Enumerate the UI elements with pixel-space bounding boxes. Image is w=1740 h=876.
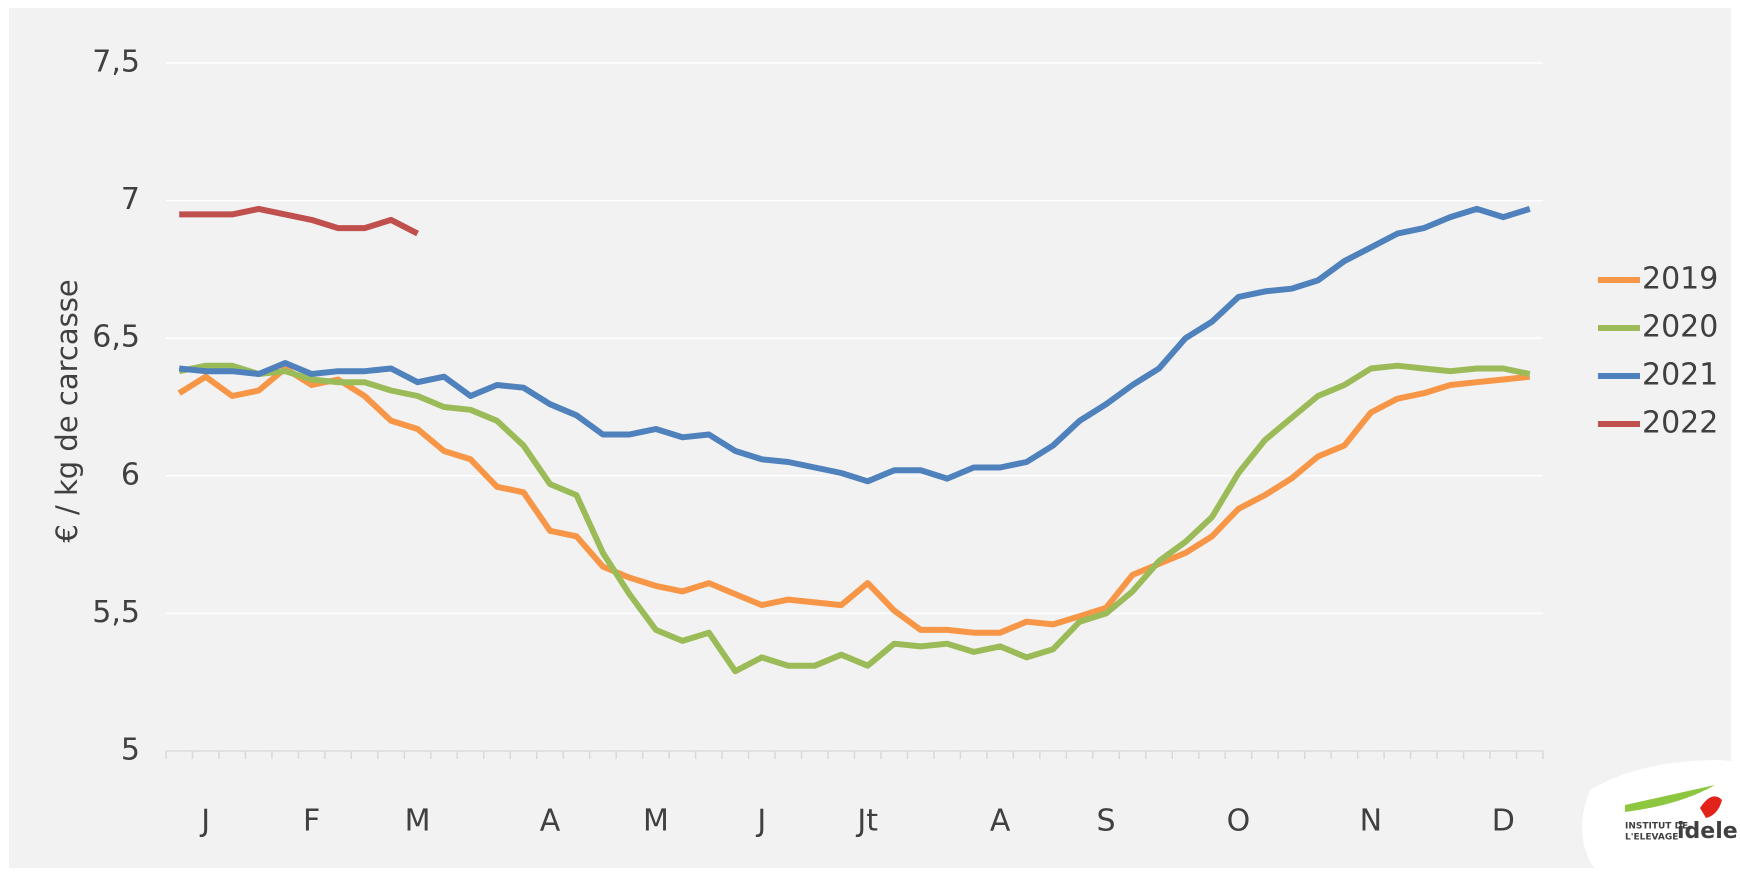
- logo-mark: [1700, 796, 1722, 818]
- logo-name: idele: [1677, 819, 1738, 844]
- x-tick-label: A: [540, 804, 561, 839]
- x-tick-label: M: [405, 804, 431, 839]
- x-tick-label: A: [990, 804, 1011, 839]
- x-tick-label: S: [1097, 804, 1116, 839]
- x-tick-label: J: [755, 804, 766, 839]
- legend-label: 2022: [1642, 406, 1718, 441]
- y-tick-label: 5,5: [92, 595, 140, 630]
- logo-text: L'ELEVAGE: [1625, 833, 1678, 843]
- x-tick-label: M: [643, 804, 669, 839]
- x-tick-label: J: [199, 804, 210, 839]
- logo-swoosh: [1625, 785, 1715, 812]
- y-tick-label: 7,5: [92, 45, 140, 80]
- y-tick-label: 5: [121, 733, 140, 768]
- line-series: [178, 362, 1531, 675]
- legend-label: 2020: [1642, 310, 1718, 345]
- x-tick-label: O: [1227, 804, 1251, 839]
- y-tick-label: 7: [121, 182, 140, 217]
- x-tick-label: F: [303, 804, 320, 839]
- line-series: [178, 205, 1531, 485]
- y-axis-label: € / kg de carcasse: [50, 279, 84, 542]
- chart-background: [9, 8, 1731, 868]
- x-tick-label: N: [1360, 804, 1382, 839]
- logo: INSTITUT DE L'ELEVAGE idele: [1582, 760, 1740, 876]
- legend-label: 2021: [1642, 358, 1718, 393]
- x-tick-label: Jt: [855, 804, 878, 839]
- logo-text: INSTITUT DE: [1625, 822, 1688, 832]
- y-tick-label: 6,5: [92, 320, 140, 355]
- x-tick-label: D: [1492, 804, 1515, 839]
- line-series: [179, 205, 419, 237]
- line-series: [177, 365, 1531, 636]
- legend-label: 2019: [1642, 262, 1718, 297]
- y-tick-label: 6: [121, 457, 140, 492]
